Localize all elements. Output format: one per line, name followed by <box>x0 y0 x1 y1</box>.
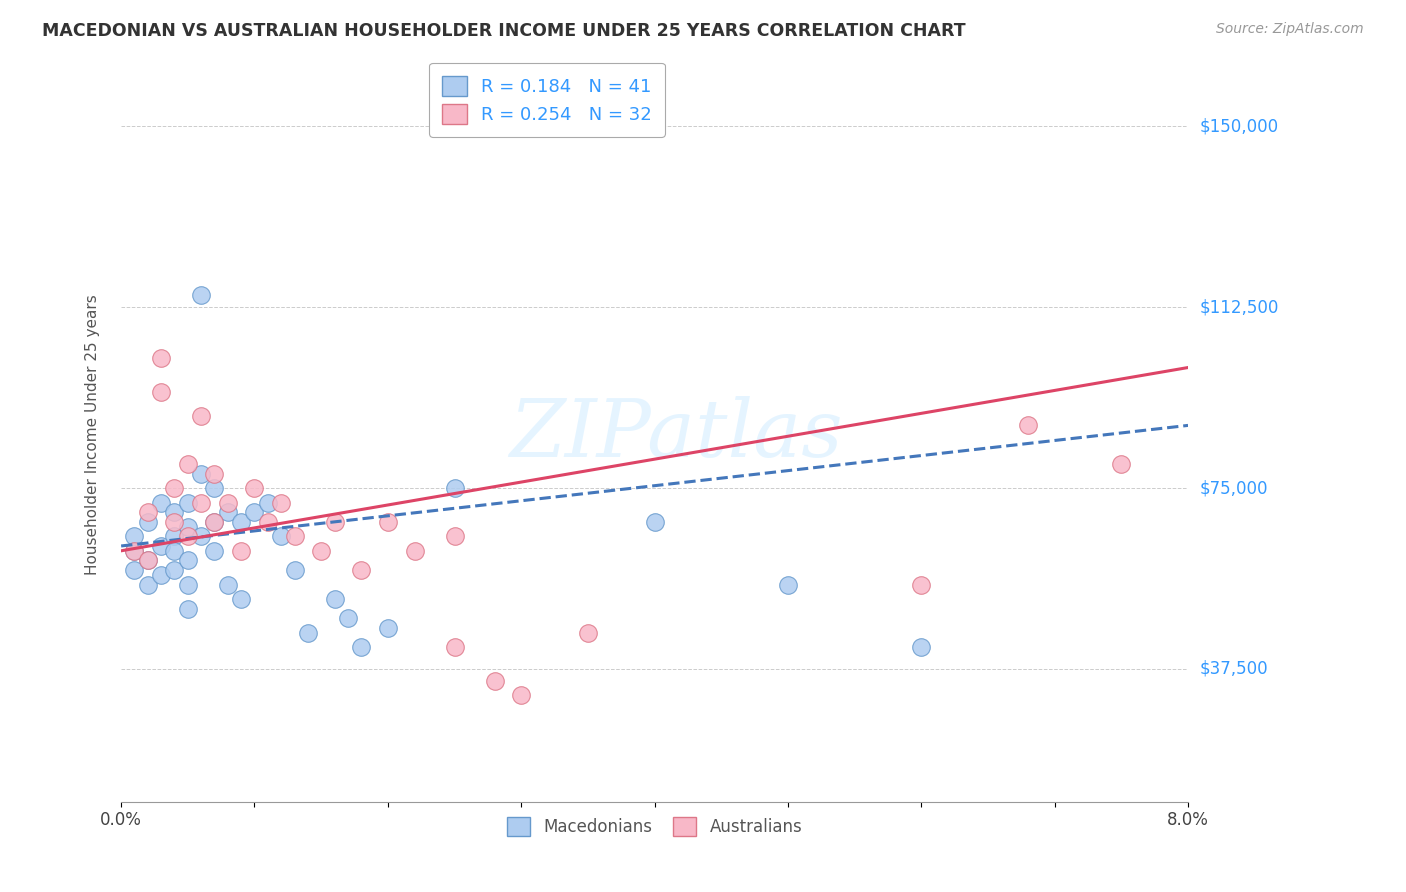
Point <box>910 640 932 655</box>
Point <box>177 495 200 509</box>
Point <box>204 543 226 558</box>
Point <box>177 529 200 543</box>
Point <box>190 409 212 423</box>
Point <box>177 553 200 567</box>
Point <box>323 592 346 607</box>
Point <box>124 543 146 558</box>
Point <box>1017 418 1039 433</box>
Point <box>150 568 173 582</box>
Point <box>243 505 266 519</box>
Point <box>243 481 266 495</box>
Point <box>217 577 239 591</box>
Text: $75,000: $75,000 <box>1199 479 1268 497</box>
Point <box>910 577 932 591</box>
Point <box>163 543 186 558</box>
Point <box>404 543 426 558</box>
Point <box>204 481 226 495</box>
Point <box>336 611 359 625</box>
Point <box>136 577 159 591</box>
Point <box>177 577 200 591</box>
Point <box>309 543 332 558</box>
Point <box>776 577 799 591</box>
Point <box>190 467 212 481</box>
Point <box>150 351 173 365</box>
Point <box>163 481 186 495</box>
Point <box>323 515 346 529</box>
Point <box>297 625 319 640</box>
Text: $37,500: $37,500 <box>1199 660 1268 678</box>
Point <box>163 529 186 543</box>
Legend: Macedonians, Australians: Macedonians, Australians <box>499 809 810 845</box>
Text: Source: ZipAtlas.com: Source: ZipAtlas.com <box>1216 22 1364 37</box>
Point <box>350 640 373 655</box>
Point <box>177 457 200 471</box>
Point <box>283 563 305 577</box>
Point <box>124 563 146 577</box>
Point <box>256 495 278 509</box>
Point <box>377 515 399 529</box>
Point <box>136 515 159 529</box>
Point <box>136 505 159 519</box>
Point <box>190 288 212 302</box>
Point <box>150 384 173 399</box>
Point <box>217 505 239 519</box>
Point <box>177 519 200 533</box>
Text: $150,000: $150,000 <box>1199 118 1278 136</box>
Point <box>443 640 465 655</box>
Point <box>510 689 533 703</box>
Point <box>1111 457 1133 471</box>
Point <box>136 553 159 567</box>
Point <box>283 529 305 543</box>
Point <box>204 515 226 529</box>
Point <box>136 553 159 567</box>
Point <box>443 529 465 543</box>
Point <box>204 515 226 529</box>
Point <box>163 505 186 519</box>
Point <box>190 529 212 543</box>
Point <box>124 529 146 543</box>
Point <box>350 563 373 577</box>
Point <box>124 543 146 558</box>
Point <box>231 543 253 558</box>
Point <box>231 515 253 529</box>
Point <box>484 673 506 688</box>
Point <box>377 621 399 635</box>
Point <box>270 495 292 509</box>
Point <box>163 515 186 529</box>
Point <box>217 495 239 509</box>
Point <box>270 529 292 543</box>
Point <box>256 515 278 529</box>
Point <box>204 467 226 481</box>
Y-axis label: Householder Income Under 25 years: Householder Income Under 25 years <box>86 294 100 575</box>
Point <box>190 495 212 509</box>
Text: $112,500: $112,500 <box>1199 298 1278 317</box>
Point <box>644 515 666 529</box>
Point <box>443 481 465 495</box>
Point <box>150 495 173 509</box>
Point <box>177 601 200 615</box>
Point <box>231 592 253 607</box>
Point <box>576 625 599 640</box>
Point <box>163 563 186 577</box>
Point <box>150 539 173 553</box>
Text: ZIPatlas: ZIPatlas <box>509 396 842 474</box>
Text: MACEDONIAN VS AUSTRALIAN HOUSEHOLDER INCOME UNDER 25 YEARS CORRELATION CHART: MACEDONIAN VS AUSTRALIAN HOUSEHOLDER INC… <box>42 22 966 40</box>
